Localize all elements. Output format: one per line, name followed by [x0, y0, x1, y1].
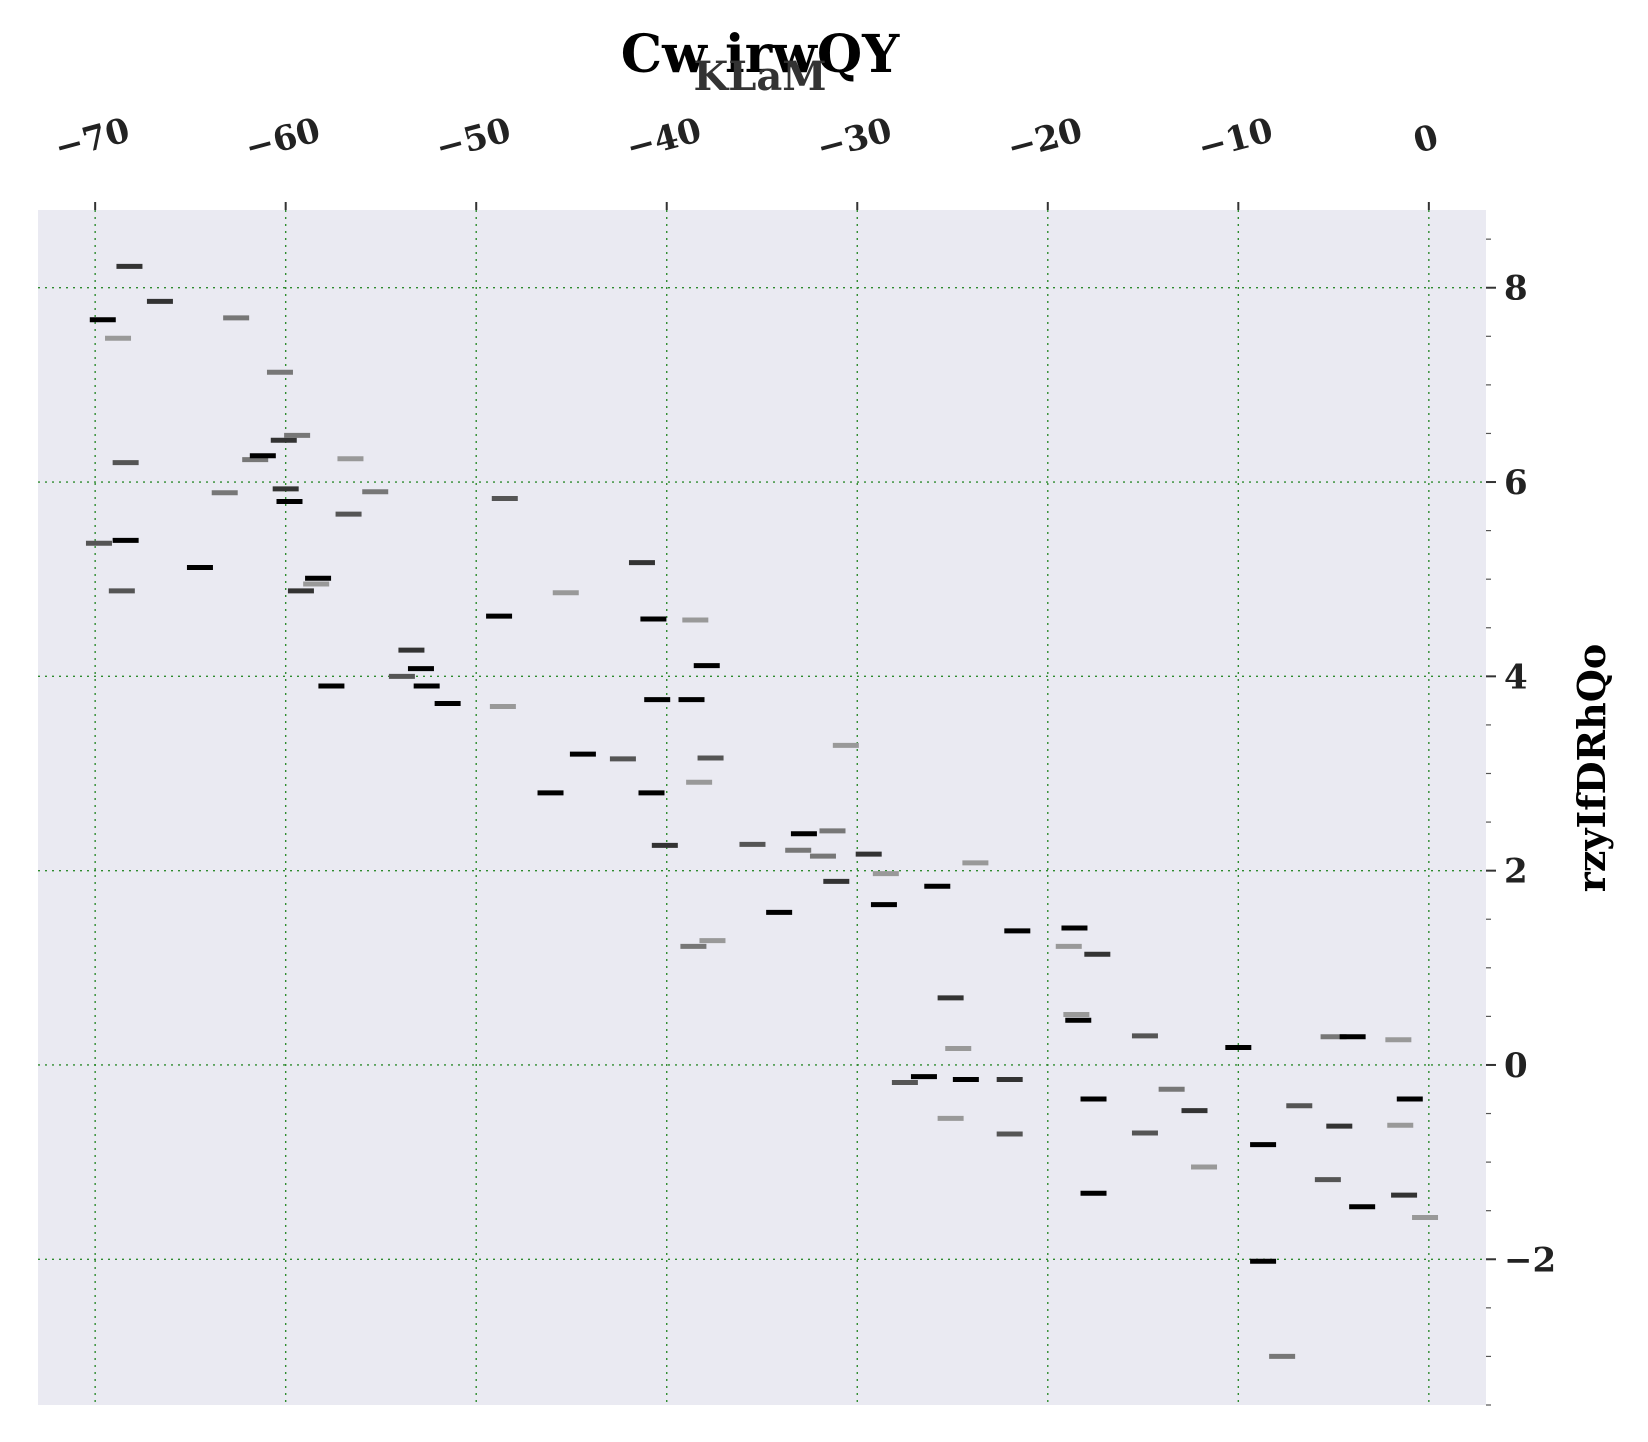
x-tick-label: −20: [1003, 110, 1087, 168]
x-tick-label: −40: [622, 110, 706, 168]
x-tick-label: −10: [1194, 110, 1278, 168]
x-tick-label: 0: [1409, 117, 1442, 162]
grid: [38, 210, 1486, 1405]
y-tick-label: −2: [1504, 1240, 1556, 1280]
x-tick-label: −50: [432, 110, 516, 168]
y-axis-label: rzyIfDRhQo: [1569, 644, 1614, 892]
y-tick-label: 6: [1504, 463, 1528, 503]
x-axis: −70 −60 −50 −40 −30 −20 −10 0: [51, 110, 1443, 210]
x-tick-label: −70: [51, 110, 135, 168]
y-tick-label: 8: [1504, 269, 1528, 309]
x-axis-label: KLaM: [693, 53, 826, 100]
data-points: [85, 263, 1439, 1359]
x-tick-label: −60: [241, 110, 325, 168]
y-tick-label: 2: [1504, 852, 1528, 892]
y-tick-label: 0: [1504, 1046, 1528, 1086]
x-tick-label: −30: [813, 110, 897, 168]
chart-title: Cw irwQY: [621, 24, 900, 85]
y-tick-label: 4: [1504, 657, 1528, 697]
y-axis: −2 0 2 4 6 8: [1486, 238, 1556, 1406]
plot-area: [38, 210, 1486, 1405]
